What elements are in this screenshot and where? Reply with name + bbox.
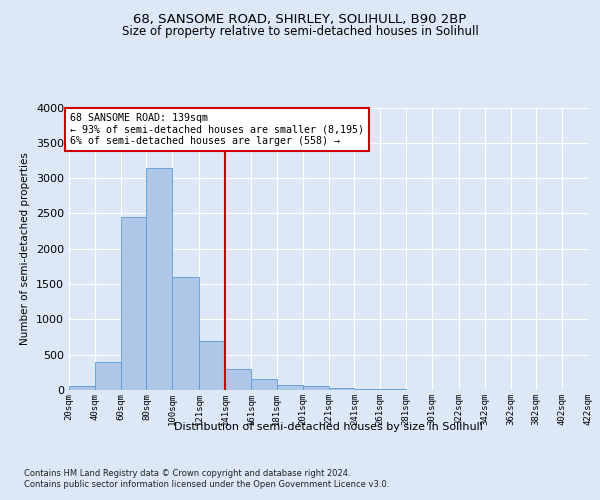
Bar [329, 388, 355, 390]
Text: Contains HM Land Registry data © Crown copyright and database right 2024.: Contains HM Land Registry data © Crown c… [24, 469, 350, 478]
Bar [199, 340, 225, 390]
Bar [302, 386, 329, 390]
Bar [146, 168, 172, 390]
Bar [121, 217, 146, 390]
Text: Size of property relative to semi-detached houses in Solihull: Size of property relative to semi-detach… [122, 25, 478, 38]
Text: Distribution of semi-detached houses by size in Solihull: Distribution of semi-detached houses by … [175, 422, 483, 432]
Bar [69, 386, 95, 390]
Bar [225, 369, 251, 390]
Text: 68, SANSOME ROAD, SHIRLEY, SOLIHULL, B90 2BP: 68, SANSOME ROAD, SHIRLEY, SOLIHULL, B90… [133, 12, 467, 26]
Text: 68 SANSOME ROAD: 139sqm
← 93% of semi-detached houses are smaller (8,195)
6% of : 68 SANSOME ROAD: 139sqm ← 93% of semi-de… [70, 113, 364, 146]
Y-axis label: Number of semi-detached properties: Number of semi-detached properties [20, 152, 31, 345]
Text: Contains public sector information licensed under the Open Government Licence v3: Contains public sector information licen… [24, 480, 389, 489]
Bar [277, 384, 302, 390]
Bar [172, 277, 199, 390]
Bar [355, 389, 380, 390]
Bar [95, 362, 121, 390]
Bar [251, 380, 277, 390]
